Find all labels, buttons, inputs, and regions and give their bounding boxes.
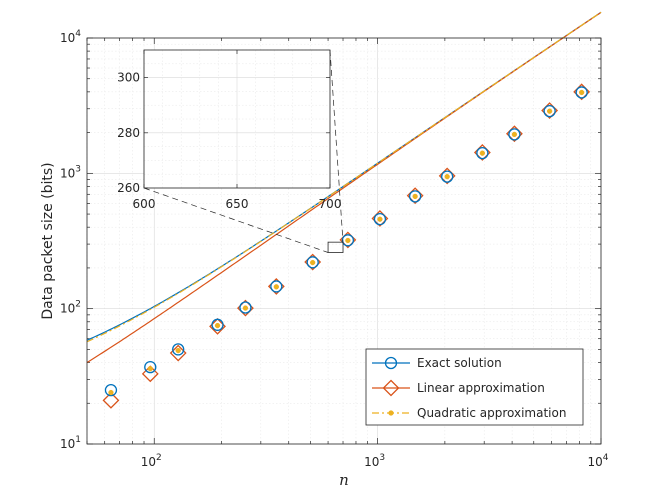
series-line-linear [86,11,602,364]
y-tick-label: 103 [60,164,81,180]
data-marker-quadratic [412,193,418,200]
data-marker-exact [508,128,521,141]
y-tick-label: 104 [60,29,81,45]
inset-x-tick-label: 600 [133,197,156,211]
series-line-quadratic [86,11,602,343]
y-tick-label: 101 [60,435,81,451]
data-marker-quadratic [147,366,153,372]
data-marker-exact [575,86,588,99]
data-marker-exact [104,383,118,397]
data-marker-quadratic [377,216,383,222]
data-marker-exact [270,280,283,293]
data-marker-quadratic [108,389,114,396]
zoom-connector-line [143,187,329,253]
inset-y-tick-label: 280 [117,126,140,140]
data-marker-exact [172,343,185,356]
data-marker-quadratic [310,259,316,266]
data-marker-quadratic [345,237,351,244]
data-marker-exact [239,301,252,314]
data-marker-exact [306,256,319,269]
data-marker-quadratic [444,174,450,180]
data-marker-quadratic [273,284,279,290]
data-marker-linear [102,391,120,409]
legend-entry-exact: Exact solution [417,356,502,370]
data-marker-quadratic [214,322,221,329]
zoom-connector-line [329,49,344,243]
data-marker-quadratic [175,347,181,354]
inset-y-tick-labels: 260 280 300 [117,71,140,195]
data-marker-exact [341,234,355,247]
data-marker-exact [441,170,454,183]
inset-frame [143,49,331,189]
x-tick-label: 104 [587,453,608,469]
y-tick-labels: 101 102 103 104 [60,29,81,451]
inset-y-tick-label: 300 [117,71,140,85]
x-tick-label: 102 [141,453,162,469]
inset-x-tick-label: 650 [226,197,249,211]
inset-x-tick-labels: 600 650 700 [133,197,342,211]
data-marker-quadratic [511,131,518,138]
inset-plot: 600 650 700 260 280 300 [117,49,342,211]
data-marker-quadratic [479,150,486,156]
data-marker-exact [211,318,224,331]
data-marker-exact [543,105,556,118]
series-lines [86,11,602,364]
x-tick-labels: 102 103 104 [141,453,609,469]
data-marker-exact [476,146,489,160]
zoom-region-box [327,241,344,253]
data-marker-quadratic [242,305,249,311]
data-marker-exact [144,360,157,374]
data-marker-quadratic [579,89,585,96]
legend: Exact solution Linear approximation Quad… [365,348,584,426]
legend-entry-quadratic: Quadratic approximation [417,406,566,420]
series-markers [102,83,591,409]
inset-y-tick-label: 260 [117,181,140,195]
y-axis-label: Data packet size (bits) [40,162,56,319]
legend-samples [372,356,410,416]
data-marker-exact [408,190,422,203]
data-marker-quadratic [546,108,553,114]
legend-sample-marker [384,356,398,370]
inset-x-tick-label: 700 [319,197,342,211]
data-marker-exact [373,212,387,226]
legend-sample-marker [382,379,400,397]
legend-sample-marker [388,410,394,416]
legend-entry-linear: Linear approximation [417,381,545,395]
x-tick-label: 103 [364,453,385,469]
legend-box [365,348,584,426]
y-tick-label: 102 [60,300,81,316]
x-axis-label: n [339,471,349,489]
data-marker-linear [141,365,159,383]
plot-frame [86,37,602,445]
